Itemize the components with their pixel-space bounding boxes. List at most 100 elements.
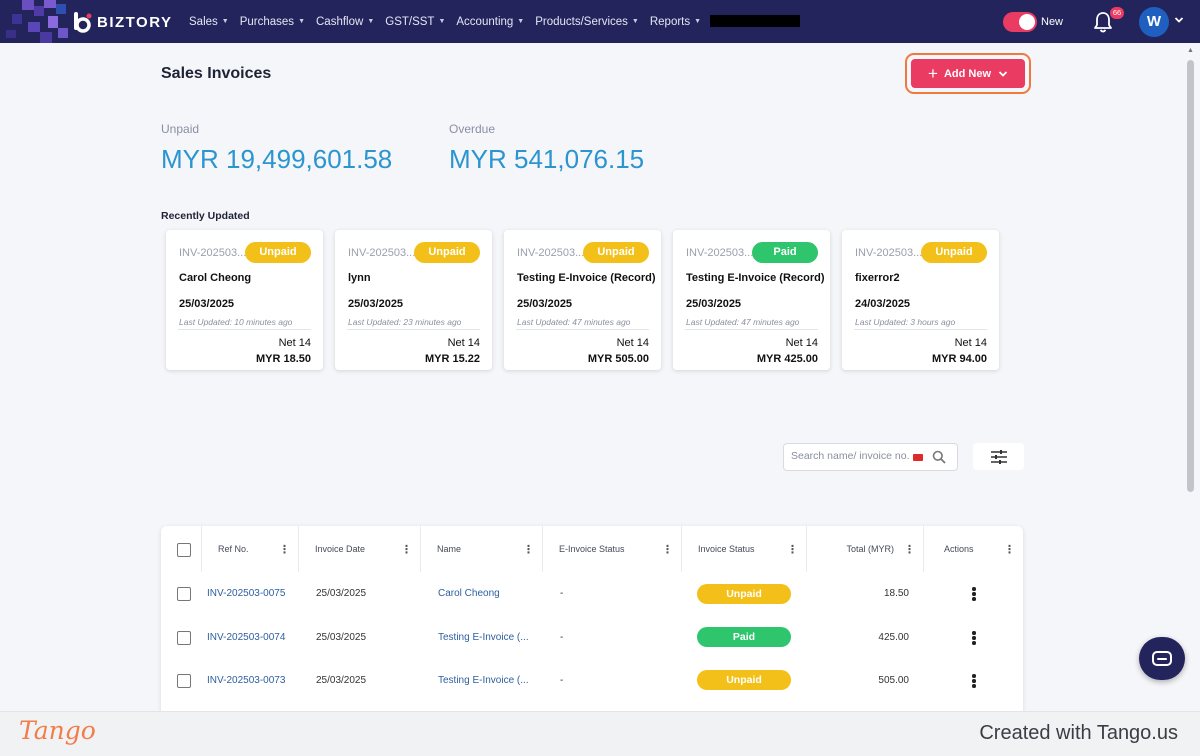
logo-pixel-decoration [0,0,100,43]
column-header-label: Total (MYR) [846,544,894,554]
invoices-table: Ref No. ⋮ Invoice Date ⋮ Name ⋮ E-Invoice S… [161,526,1023,726]
card-amount: MYR 18.50 [255,353,311,365]
filter-button[interactable] [973,443,1024,470]
column-menu-icon[interactable]: ⋮ [1004,543,1015,556]
biztory-logo[interactable]: BIZTORY [70,9,173,35]
card-ref: INV-202503... [179,247,247,259]
e-invoice-status: - [560,588,564,599]
column-menu-icon[interactable]: ⋮ [787,543,798,556]
customer-name-link[interactable]: Testing E-Invoice (... [438,632,529,643]
new-ui-toggle[interactable] [1003,12,1037,32]
customer-name-link[interactable]: Carol Cheong [438,588,500,599]
card-last-updated: Last Updated: 47 minutes ago [517,317,631,327]
highlight-ring [905,53,1031,94]
invoice-ref-link[interactable]: INV-202503-0074 [207,632,286,643]
row-checkbox[interactable] [177,587,191,601]
vertical-scrollbar[interactable] [1187,60,1194,492]
nav-item-accounting[interactable]: Accounting ▼ [456,16,524,28]
notifications-button[interactable] [1092,10,1114,34]
card-last-updated: Last Updated: 23 minutes ago [348,317,462,327]
nav-item-sales[interactable]: Sales ▼ [189,16,229,28]
flag-icon [913,454,923,461]
divider [685,329,818,330]
column-menu-icon[interactable]: ⋮ [401,543,412,556]
nav-item-label: Cashflow [316,15,364,28]
user-avatar[interactable]: W [1139,7,1169,37]
column-menu-icon[interactable]: ⋮ [662,543,673,556]
recent-invoice-card[interactable]: INV-202503... Paid Testing E-Invoice (Re… [673,230,830,370]
toggle-knob [1019,14,1035,30]
row-actions-icon[interactable] [969,586,979,602]
column-menu-icon[interactable]: ⋮ [279,543,290,556]
row-checkbox[interactable] [177,631,191,645]
invoice-date: 25/03/2025 [316,675,367,686]
column-menu-icon[interactable]: ⋮ [904,543,915,556]
select-all-checkbox[interactable] [177,543,191,557]
column-header-ref-no[interactable]: Ref No. ⋮ [202,526,299,572]
column-header-label: Invoice Date [315,544,366,554]
row-actions-icon[interactable] [969,673,979,689]
recent-invoice-card[interactable]: INV-202503... Unpaid Carol Cheong 25/03/… [166,230,323,370]
row-actions-icon[interactable] [969,630,979,646]
app-name: BIZTORY [97,13,173,31]
card-ref: INV-202503... [517,247,585,259]
card-customer-name: Carol Cheong [179,272,252,284]
status-badge: Unpaid [245,242,311,263]
card-terms: Net 14 [616,337,649,349]
column-header-actions[interactable]: Actions ⋮ [924,526,1023,572]
card-date: 25/03/2025 [179,298,235,310]
card-terms: Net 14 [785,337,818,349]
card-customer-name: Testing E-Invoice (Record) [686,272,825,284]
status-badge: Unpaid [697,670,791,690]
column-header-invoice-status[interactable]: Invoice Status ⋮ [682,526,807,572]
add-new-button[interactable]: + Add New [911,59,1025,88]
search-input[interactable] [791,450,921,462]
chevron-down-icon: ▼ [517,18,525,25]
search-box [783,443,958,471]
status-badge: Unpaid [921,242,987,263]
nav-item-purchases[interactable]: Purchases ▼ [240,16,305,28]
card-amount: MYR 15.22 [424,353,480,365]
column-header-label: Invoice Status [698,544,755,554]
nav-item-cashflow[interactable]: Cashflow ▼ [316,16,374,28]
column-header-invoice-date[interactable]: Invoice Date ⋮ [299,526,421,572]
card-customer-name: lynn [348,272,371,284]
redacted-area [710,15,800,27]
chevron-down-icon[interactable] [1174,15,1184,25]
invoice-ref-link[interactable]: INV-202503-0075 [207,588,286,599]
customer-name-link[interactable]: Testing E-Invoice (... [438,675,529,686]
chevron-down-icon: ▼ [298,18,305,25]
nav-item-products-services[interactable]: Products/Services ▼ [535,16,639,28]
card-terms: Net 14 [447,337,480,349]
scroll-up-icon[interactable]: ▲ [1187,47,1194,54]
status-badge: Paid [697,627,791,647]
nav-item-reports[interactable]: Reports ▼ [650,16,701,28]
column-header-label: E-Invoice Status [559,544,625,554]
invoice-ref-link[interactable]: INV-202503-0073 [207,675,286,686]
recent-invoice-card[interactable]: INV-202503... Unpaid Testing E-Invoice (… [504,230,661,370]
status-badge: Unpaid [414,242,480,263]
divider [854,329,987,330]
nav-item-label: GST/SST [385,15,435,28]
unpaid-value: MYR 19,499,601.58 [161,144,393,174]
recent-invoice-card[interactable]: INV-202503... Unpaid lynn 25/03/2025 Las… [335,230,492,370]
overdue-value: MYR 541,076.15 [449,144,645,174]
invoice-total: 18.50 [883,588,909,599]
row-checkbox[interactable] [177,674,191,688]
search-icon[interactable] [932,450,946,464]
recent-invoice-card[interactable]: INV-202503... Unpaid fixerror2 24/03/202… [842,230,999,370]
nav-item-gst-sst[interactable]: GST/SST ▼ [385,16,445,28]
biztory-logo-icon [70,10,94,34]
status-badge: Unpaid [583,242,649,263]
chat-widget-button[interactable] [1139,637,1185,680]
column-header-total[interactable]: Total (MYR) ⋮ [807,526,924,572]
invoice-total: 505.00 [878,675,909,686]
column-header-e-invoice-status[interactable]: E-Invoice Status ⋮ [543,526,682,572]
add-new-label: Add New [943,67,991,80]
column-header-label: Actions [944,544,974,554]
status-badge: Unpaid [697,584,791,604]
column-header-name[interactable]: Name ⋮ [421,526,543,572]
nav-item-label: Purchases [239,15,295,28]
card-amount: MYR 505.00 [587,353,649,365]
column-menu-icon[interactable]: ⋮ [523,543,534,556]
